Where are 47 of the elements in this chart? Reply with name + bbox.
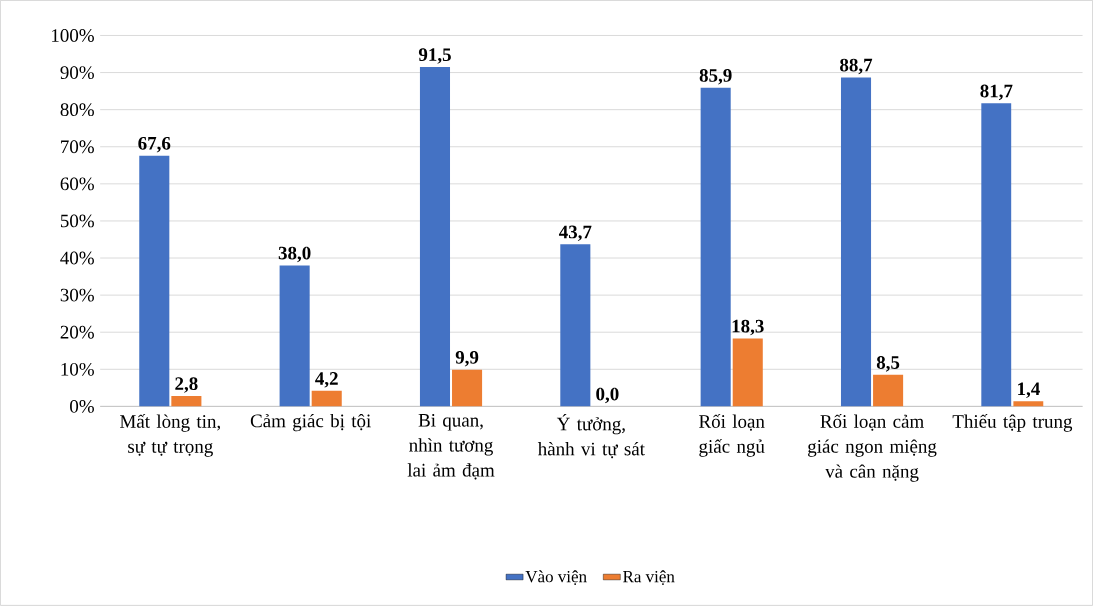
y-tick-label: 30% xyxy=(60,288,94,302)
y-tick-label: 80% xyxy=(60,103,94,117)
y-tick-label: 0% xyxy=(70,400,94,413)
y-tick-label: 60% xyxy=(60,177,94,191)
bar xyxy=(452,369,483,407)
x-tick-label: Thiếu tập trung xyxy=(952,414,1073,432)
legend-label: Vào viện xyxy=(525,570,587,586)
data-label: 85,9 xyxy=(699,69,732,85)
x-tick-label: Ý tưởng, hành vi tự sát xyxy=(537,414,645,459)
y-tick-label: 20% xyxy=(60,325,94,339)
x-tick-label: Bi quan, nhìn tương lai ảm đạm xyxy=(407,414,495,480)
y-tick-label: 40% xyxy=(60,251,94,265)
data-label: 1,4 xyxy=(1018,382,1040,399)
data-label: 4,2 xyxy=(315,372,338,388)
legend-label: Ra viện xyxy=(623,570,675,586)
bar xyxy=(139,155,170,407)
x-tick-label: Cảm giác bị tội xyxy=(250,414,371,432)
bar xyxy=(1013,401,1044,407)
bar xyxy=(840,77,872,407)
y-tick-label: 70% xyxy=(61,140,94,154)
data-label: 88,7 xyxy=(840,58,873,75)
y-tick-label: 100% xyxy=(52,29,94,43)
bar xyxy=(419,67,451,407)
x-tick-label: Mất lòng tin, sự tự trọng xyxy=(120,414,220,457)
data-label: 43,7 xyxy=(558,225,592,242)
bar xyxy=(981,103,1012,407)
bar xyxy=(171,396,202,407)
data-label: 18,3 xyxy=(732,319,764,336)
data-label: 81,7 xyxy=(980,84,1013,101)
y-tick-label: 50% xyxy=(60,214,94,228)
bar xyxy=(873,374,904,407)
data-label: 8,5 xyxy=(876,356,900,372)
data-label: 91,5 xyxy=(418,48,451,64)
x-tick-label: Rối loạn cảm giác ngon miệng và cân nặng xyxy=(808,414,937,482)
bar xyxy=(311,390,342,407)
x-tick-label: Rối loạn giấc ngủ xyxy=(699,414,765,457)
data-label: 38,0 xyxy=(278,246,311,263)
bar xyxy=(732,338,763,407)
data-label: 2,8 xyxy=(175,377,198,393)
bar xyxy=(279,265,310,407)
bar xyxy=(700,87,731,407)
y-tick-label: 90% xyxy=(60,66,94,80)
data-label: 0,0 xyxy=(596,387,619,404)
bar xyxy=(560,244,591,407)
data-label: 67,6 xyxy=(138,137,171,153)
y-tick-label: 10% xyxy=(61,362,94,376)
data-label: 9,9 xyxy=(455,351,479,367)
